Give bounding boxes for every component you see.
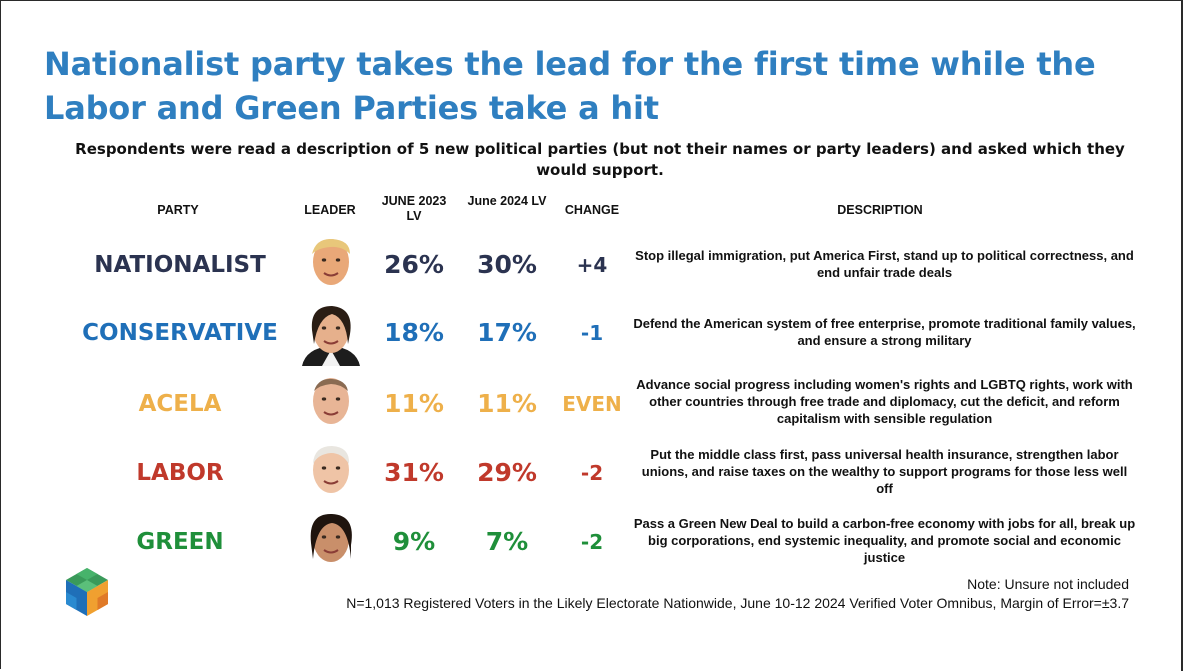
note-text: Note: Unsure not included <box>967 576 1129 592</box>
leader-portrait-icon <box>310 513 352 562</box>
june-2023-value: 9% <box>392 527 436 556</box>
change-value: EVEN <box>562 392 622 416</box>
leader-portrait-icon <box>302 306 360 366</box>
party-description: Put the middle class first, pass univers… <box>641 447 1128 496</box>
change-value: -2 <box>580 530 604 554</box>
leader-portrait-icon <box>313 378 349 424</box>
header-leader: LEADER <box>304 203 356 217</box>
party-name: ACELA <box>138 391 222 417</box>
june-2023-value: 31% <box>384 458 444 487</box>
party-name: CONSERVATIVE <box>82 320 278 346</box>
header-change: CHANGE <box>564 203 620 217</box>
leader-portrait <box>296 509 366 579</box>
june-2024-value: 11% <box>477 389 537 418</box>
change-value: -2 <box>580 461 604 485</box>
header-description: DESCRIPTION <box>837 203 923 217</box>
slide-frame-edge <box>1181 0 1183 671</box>
party-name: GREEN <box>136 529 224 555</box>
change-value: -1 <box>580 321 604 345</box>
party-name: LABOR <box>136 460 224 486</box>
leader-portrait <box>296 232 366 302</box>
slide-title: Nationalist party takes the lead for the… <box>44 45 1096 127</box>
leader-portrait-icon <box>312 238 350 285</box>
party-description: Pass a Green New Deal to build a carbon-… <box>633 516 1136 565</box>
leader-portrait <box>296 300 366 370</box>
change-value: +4 <box>576 253 608 277</box>
leader-portrait <box>296 440 366 510</box>
header-june-2024: June 2024 LV <box>467 194 547 208</box>
party-description: Stop illegal immigration, put America Fi… <box>635 248 1134 280</box>
footnote-text: N=1,013 Registered Voters in the Likely … <box>346 595 1129 611</box>
leader-portrait <box>296 371 366 441</box>
cube-logo-icon <box>66 568 108 616</box>
party-description: Advance social progress including women'… <box>636 377 1133 426</box>
party-name: NATIONALIST <box>94 252 266 278</box>
party-description: Defend the American system of free enter… <box>633 316 1136 348</box>
june-2023-value: 26% <box>384 250 444 279</box>
june-2024-value: 29% <box>477 458 537 487</box>
leader-portrait-icon <box>313 446 350 493</box>
june-2024-value: 17% <box>477 318 537 347</box>
header-june-2023: JUNE 2023 LV <box>381 194 447 223</box>
june-2024-value: 7% <box>485 527 529 556</box>
header-party: PARTY <box>157 203 199 217</box>
slide-subtitle: Respondents were read a description of 5… <box>75 140 1125 179</box>
june-2023-value: 11% <box>384 389 444 418</box>
june-2024-value: 30% <box>477 250 537 279</box>
june-2023-value: 18% <box>384 318 444 347</box>
